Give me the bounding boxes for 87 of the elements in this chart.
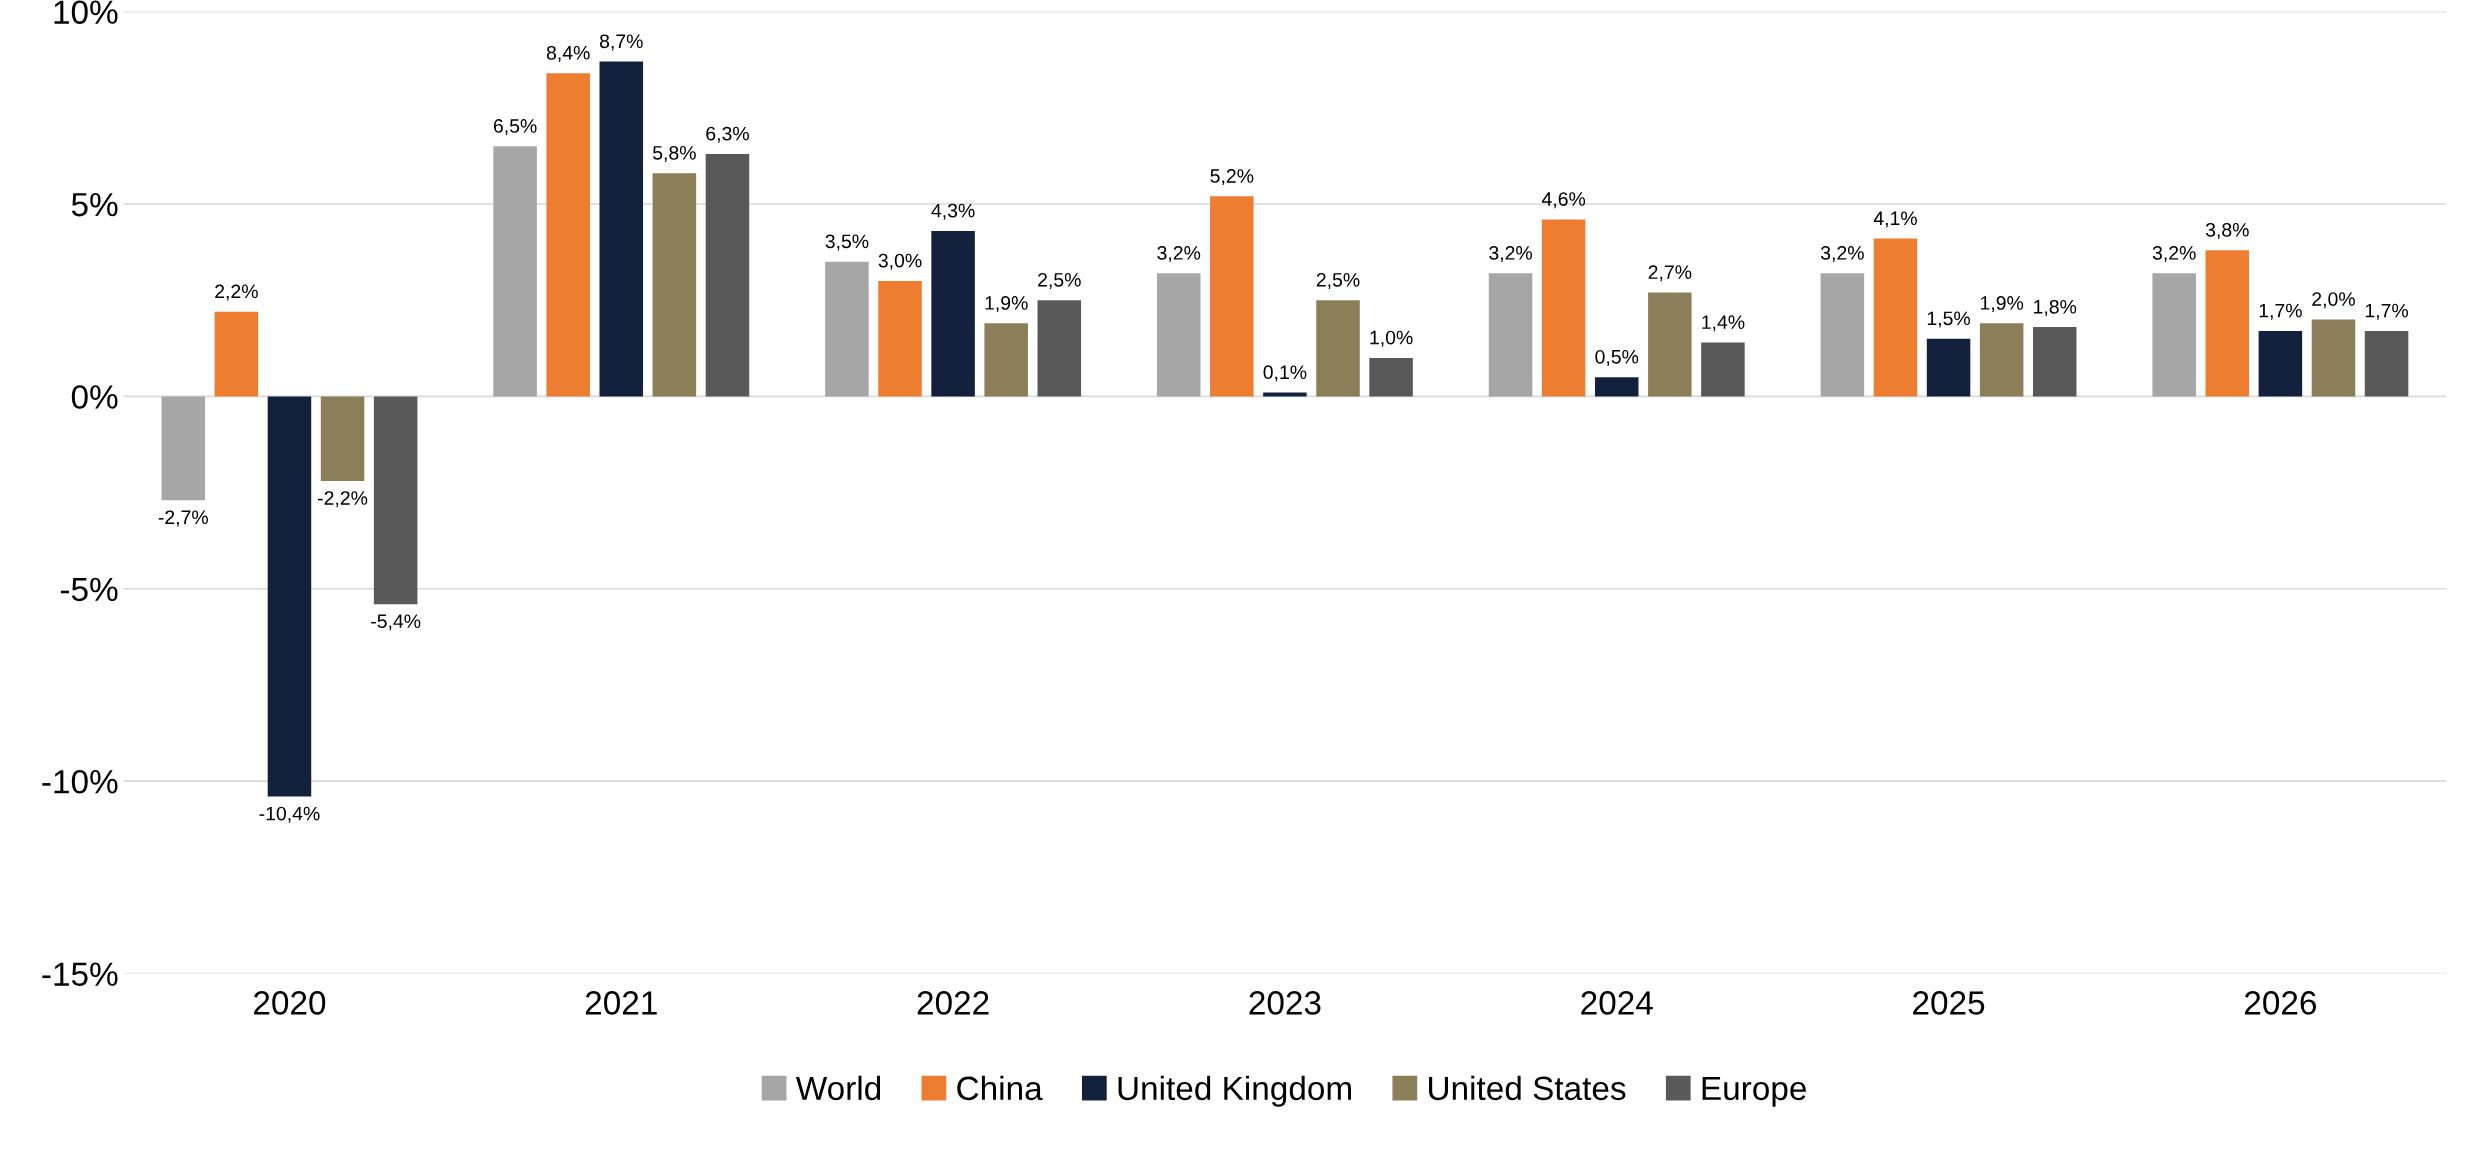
bar: [878, 280, 922, 397]
data-label: 2,7%: [1648, 265, 1692, 282]
data-label: 2,0%: [2312, 292, 2355, 309]
bar: [652, 173, 697, 397]
legend-label: Europe: [1702, 1076, 1806, 1107]
bar: [2152, 273, 2196, 397]
bar: [599, 61, 644, 397]
bar: [214, 311, 259, 397]
y-tick-label: -15%: [42, 962, 118, 986]
x-tick-label: 2025: [1913, 991, 1985, 1015]
bar: [2364, 330, 2409, 397]
y-tick-label: -10%: [42, 769, 118, 794]
bar: [373, 396, 418, 605]
data-label: 2,5%: [1316, 272, 1360, 290]
data-label: 3,5%: [825, 234, 869, 251]
data-label: 8,7%: [599, 34, 643, 51]
x-tick-label: 2022: [917, 991, 989, 1015]
bar: [267, 396, 312, 797]
data-label: 5,8%: [652, 145, 696, 163]
data-label: 3,0%: [878, 253, 922, 270]
x-tick-label: 2021: [585, 991, 657, 1015]
data-label: -10,4%: [259, 806, 320, 823]
legend-label: China: [957, 1075, 1043, 1101]
data-label: 4,3%: [931, 203, 975, 220]
x-tick-label: 2020: [254, 991, 326, 1015]
legend-label: United States: [1429, 1075, 1626, 1101]
bar: [1316, 300, 1360, 397]
legend-label: World: [795, 1075, 881, 1101]
bar: [1820, 273, 1865, 397]
data-label: 8,4%: [546, 45, 590, 62]
y-tick-label: 10%: [54, 0, 118, 24]
bar: [1037, 300, 1082, 397]
data-label: 1,5%: [1927, 311, 1971, 328]
data-label: 2,2%: [215, 284, 258, 301]
bar: [825, 261, 869, 397]
data-label: 1,9%: [1980, 296, 2024, 313]
data-label: 1,8%: [2034, 299, 2077, 316]
y-tick-label: 5%: [71, 192, 118, 217]
bar: [2311, 319, 2356, 397]
x-tick-label: 2024: [1581, 991, 1653, 1015]
bar: [2205, 250, 2250, 397]
legend-label: United Kingdom: [1118, 1075, 1351, 1107]
data-label: -2,7%: [158, 510, 208, 527]
bar: [1210, 196, 1254, 397]
data-label: 6,5%: [493, 119, 537, 136]
data-label: 0,5%: [1595, 349, 1639, 366]
data-label: 1,7%: [2259, 303, 2302, 320]
bar: [1541, 219, 1586, 397]
y-tick-label: 0%: [71, 385, 118, 409]
bar: [984, 323, 1028, 397]
data-label: 3,2%: [2152, 246, 2196, 263]
data-label: 5,2%: [1210, 169, 1254, 186]
data-label: 4,6%: [1541, 192, 1586, 209]
bar: [705, 153, 750, 397]
data-label: -5,4%: [371, 614, 421, 631]
data-label: 3,2%: [1489, 246, 1533, 263]
bar: [1979, 323, 2024, 397]
data-label: 6,3%: [706, 126, 749, 143]
x-tick-label: 2023: [1249, 991, 1321, 1015]
data-label: 3,8%: [2205, 222, 2249, 239]
x-tick-label: 2026: [2244, 991, 2316, 1015]
bar: [320, 396, 365, 482]
bar: [493, 146, 537, 397]
data-label: 1,7%: [2365, 303, 2409, 320]
data-label: 1,4%: [1702, 315, 1745, 332]
data-label: 1,0%: [1370, 330, 1413, 347]
bar: [2032, 327, 2077, 397]
bar: [1594, 377, 1639, 397]
data-label: 2,5%: [1038, 272, 1081, 290]
data-label: 1,9%: [985, 296, 1028, 313]
data-label: -2,2%: [318, 491, 368, 508]
data-label: 0,1%: [1263, 365, 1307, 382]
bar: [161, 396, 206, 501]
bar: [1369, 357, 1413, 397]
y-tick-label: -5%: [60, 577, 118, 602]
bar: [1926, 338, 1971, 397]
data-label: 3,2%: [1157, 246, 1201, 263]
data-label: 4,1%: [1873, 211, 1917, 228]
bar: [1873, 238, 1918, 397]
bar: [1648, 292, 1692, 397]
bar: [1156, 273, 1201, 397]
data-label: 3,2%: [1820, 246, 1864, 263]
bar: [931, 230, 975, 397]
bar: [2258, 330, 2303, 397]
bar: [1488, 273, 1533, 397]
bar: [546, 73, 590, 397]
bar: [1701, 342, 1745, 397]
